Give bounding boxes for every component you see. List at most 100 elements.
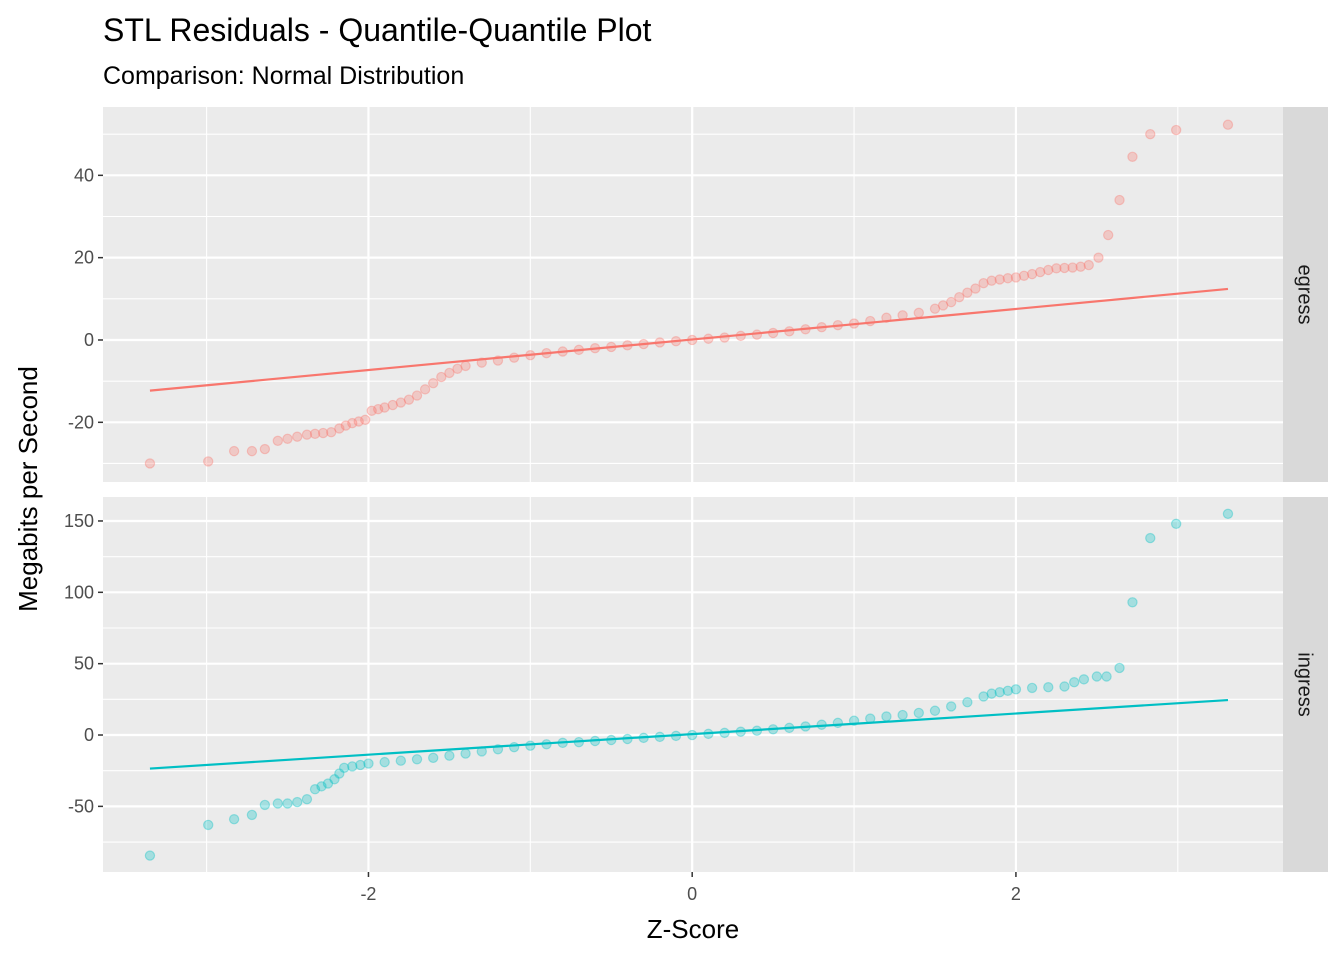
data-point — [411, 390, 423, 401]
data-point — [301, 794, 313, 805]
data-point — [929, 705, 941, 716]
data-point — [1145, 128, 1156, 140]
data-point — [1067, 262, 1078, 273]
data-point — [1093, 252, 1104, 263]
facet-strip — [1283, 107, 1328, 482]
data-point — [301, 429, 313, 440]
data-point — [411, 754, 423, 765]
reference-line — [149, 287, 1229, 392]
data-point — [372, 403, 384, 415]
data-point — [144, 850, 156, 861]
data-point — [444, 367, 455, 379]
data-point — [246, 445, 258, 457]
data-point — [228, 814, 240, 825]
data-point — [945, 701, 957, 712]
data-point — [1102, 229, 1114, 241]
reference-line — [149, 698, 1229, 770]
data-point — [387, 399, 398, 411]
data-point — [865, 315, 876, 327]
data-point — [246, 809, 258, 821]
data-point — [1059, 262, 1070, 274]
data-point — [316, 781, 327, 792]
data-point — [1059, 681, 1070, 692]
data-point — [954, 291, 965, 303]
data-point — [282, 433, 293, 444]
data-point — [897, 709, 908, 721]
data-point — [395, 397, 407, 408]
data-point — [360, 414, 371, 426]
data-point — [994, 274, 1005, 285]
data-point — [1101, 671, 1112, 682]
x-tick-label: -2 — [360, 884, 376, 904]
data-point — [929, 303, 941, 314]
data-point — [1051, 263, 1062, 274]
data-point — [1026, 682, 1038, 694]
data-point — [379, 756, 390, 768]
x-tick-label: 2 — [1011, 884, 1021, 904]
data-point — [1010, 272, 1022, 283]
facet-strip-label: egress — [1294, 264, 1316, 324]
chart-subtitle: Comparison: Normal Distribution — [103, 62, 464, 90]
data-point — [978, 277, 989, 289]
data-point — [1222, 508, 1234, 520]
data-point — [1075, 261, 1086, 272]
data-point — [460, 360, 471, 372]
data-point — [452, 363, 463, 375]
data-point — [1068, 677, 1080, 688]
data-point — [962, 287, 973, 298]
data-point — [913, 307, 925, 319]
x-axis-label: Z-Score — [647, 914, 739, 944]
data-point — [1043, 682, 1054, 693]
data-point — [1026, 268, 1038, 280]
data-point — [334, 423, 345, 434]
data-point — [144, 458, 156, 469]
data-point — [272, 435, 284, 447]
data-point — [508, 352, 520, 363]
data-point — [1002, 273, 1014, 284]
data-point — [355, 759, 366, 771]
data-point — [419, 384, 431, 395]
data-point — [228, 445, 240, 457]
data-point — [203, 819, 214, 831]
data-point — [272, 798, 284, 809]
y-tick-label: -20 — [68, 412, 94, 432]
data-point — [525, 740, 536, 751]
facet-panel-ingress: -50 0 50 100 150 ingress — [64, 497, 1328, 872]
data-point — [508, 741, 520, 753]
data-point — [460, 748, 471, 759]
data-point — [937, 300, 949, 311]
data-point — [978, 691, 989, 702]
y-tick-label: -50 — [68, 796, 94, 816]
data-point — [1083, 259, 1094, 271]
data-point — [1091, 671, 1103, 682]
data-point — [1043, 264, 1054, 276]
data-point — [292, 431, 303, 442]
data-point — [436, 371, 447, 383]
y-tick-label: 50 — [74, 654, 94, 674]
data-point — [428, 378, 439, 389]
data-point — [986, 688, 997, 699]
data-point — [1127, 597, 1138, 608]
x-tick-label: 0 — [687, 884, 697, 904]
data-point — [203, 456, 214, 467]
y-tick-label: 0 — [84, 330, 94, 350]
y-tick-label: 100 — [64, 582, 94, 602]
data-point — [1078, 674, 1090, 685]
data-point — [1170, 518, 1182, 530]
y-tick-label: 150 — [64, 511, 94, 531]
data-point — [347, 761, 358, 772]
data-point — [1010, 684, 1022, 695]
data-point — [366, 405, 377, 416]
data-point — [881, 711, 892, 722]
data-point — [1035, 266, 1046, 278]
data-point — [353, 416, 364, 427]
data-point — [309, 784, 321, 795]
data-point — [970, 283, 981, 294]
data-point — [1114, 194, 1125, 206]
data-point — [428, 752, 439, 764]
facet-panel-egress: -20 0 20 40 egress — [68, 107, 1328, 482]
facet-strip-label: ingress — [1294, 652, 1316, 716]
data-point — [395, 755, 407, 766]
data-point — [309, 428, 321, 440]
chart-title: STL Residuals - Quantile-Quantile Plot — [103, 12, 652, 48]
